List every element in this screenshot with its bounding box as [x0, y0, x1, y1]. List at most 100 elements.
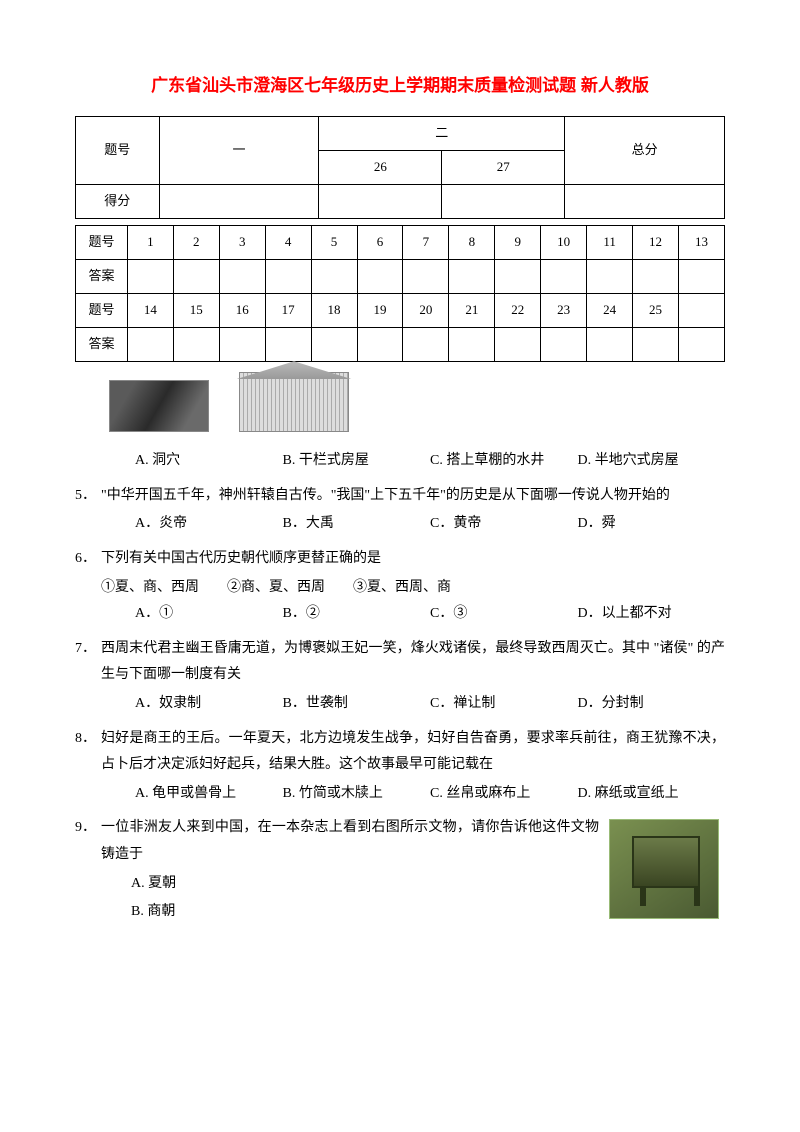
option-b: B. 竹简或木牍上 [283, 781, 431, 808]
qcell: 24 [587, 294, 633, 328]
qcell: 23 [541, 294, 587, 328]
qcell: 21 [449, 294, 495, 328]
acell [587, 328, 633, 362]
q5-text: "中华开国五千年，神州轩辕自古传。"我国"上下五千年"的历史是从下面哪一传说人物… [101, 483, 725, 510]
question-5: 5． "中华开国五千年，神州轩辕自古传。"我国"上下五千年"的历史是从下面哪一传… [75, 483, 725, 510]
row-label: 答案 [76, 328, 128, 362]
qcell: 20 [403, 294, 449, 328]
option-c: C．黄帝 [430, 511, 578, 538]
score-cell [442, 185, 565, 219]
option-b: B．② [283, 601, 431, 628]
qcell: 11 [587, 226, 633, 260]
acell [311, 260, 357, 294]
q9-text: 一位非洲友人来到中国，在一本杂志上看到右图所示文物，请你告诉他这件文物铸造于 [101, 815, 599, 868]
sub-26: 26 [319, 151, 442, 185]
acell [541, 328, 587, 362]
qcell: 9 [495, 226, 541, 260]
acell [127, 260, 173, 294]
option-c: C．禅让制 [430, 691, 578, 718]
row-label: 答案 [76, 260, 128, 294]
qcell: 3 [219, 226, 265, 260]
qcell [678, 294, 724, 328]
qcell: 16 [219, 294, 265, 328]
acell [311, 328, 357, 362]
q7-text: 西周末代君主幽王昏庸无道，为博褒姒王妃一笑，烽火戏诸侯，最终导致西周灭亡。其中 … [101, 636, 725, 689]
option-a: A. 洞穴 [135, 448, 283, 475]
qcell: 1 [127, 226, 173, 260]
qcell: 22 [495, 294, 541, 328]
stilt-house-image-icon [239, 372, 349, 432]
q8-options: A. 龟甲或兽骨上 B. 竹简或木牍上 C. 丝帛或麻布上 D. 麻纸或宣纸上 [135, 781, 725, 808]
q9-number: 9． [75, 815, 101, 868]
option-c: C．③ [430, 601, 578, 628]
score-cell [319, 185, 442, 219]
q6-number: 6． [75, 546, 101, 573]
score-label: 得分 [76, 185, 160, 219]
acell [219, 328, 265, 362]
acell [449, 328, 495, 362]
acell [403, 260, 449, 294]
qcell: 12 [633, 226, 679, 260]
section-two-header: 二 [319, 117, 565, 151]
option-a: A．炎帝 [135, 511, 283, 538]
option-d: D. 半地穴式房屋 [578, 448, 726, 475]
question-images [109, 372, 725, 432]
option-b: B．世袭制 [283, 691, 431, 718]
q7-number: 7． [75, 636, 101, 689]
q7-options: A．奴隶制 B．世袭制 C．禅让制 D．分封制 [135, 691, 725, 718]
acell [633, 260, 679, 294]
sub-27: 27 [442, 151, 565, 185]
qcell: 13 [678, 226, 724, 260]
row-label: 题号 [76, 294, 128, 328]
acell [265, 328, 311, 362]
q5-options: A．炎帝 B．大禹 C．黄帝 D．舜 [135, 511, 725, 538]
option-c: C. 搭上草棚的水井 [430, 448, 578, 475]
q8-number: 8． [75, 726, 101, 779]
qcell: 7 [403, 226, 449, 260]
option-a: A．① [135, 601, 283, 628]
question-8: 8． 妇好是商王的王后。一年夏天，北方边境发生战争，妇好自告奋勇，要求率兵前往，… [75, 726, 725, 779]
option-a: A. 龟甲或兽骨上 [135, 781, 283, 808]
acell [678, 260, 724, 294]
section-one-header: 一 [159, 117, 319, 185]
acell [357, 260, 403, 294]
acell [449, 260, 495, 294]
qcell: 4 [265, 226, 311, 260]
option-d: D．以上都不对 [578, 601, 726, 628]
qcell: 17 [265, 294, 311, 328]
cave-image-icon [109, 380, 209, 432]
answer-grid-table: 题号 1 2 3 4 5 6 7 8 9 10 11 12 13 答案 题号 1… [75, 225, 725, 362]
option-d: D. 麻纸或宣纸上 [578, 781, 726, 808]
acell [633, 328, 679, 362]
acell [403, 328, 449, 362]
acell [357, 328, 403, 362]
q4-options: A. 洞穴 B. 干栏式房屋 C. 搭上草棚的水井 D. 半地穴式房屋 [135, 448, 725, 475]
option-c: C. 丝帛或麻布上 [430, 781, 578, 808]
qcell: 10 [541, 226, 587, 260]
question-9: 9． 一位非洲友人来到中国，在一本杂志上看到右图所示文物，请你告诉他这件文物铸造… [75, 815, 599, 868]
acell [265, 260, 311, 294]
q8-text: 妇好是商王的王后。一年夏天，北方边境发生战争，妇好自告奋勇，要求率兵前往，商王犹… [101, 726, 725, 779]
qcell: 15 [173, 294, 219, 328]
question-7: 7． 西周末代君主幽王昏庸无道，为博褒姒王妃一笑，烽火戏诸侯，最终导致西周灭亡。… [75, 636, 725, 689]
acell [541, 260, 587, 294]
header-qnum: 题号 [76, 117, 160, 185]
acell [173, 260, 219, 294]
score-cell [565, 185, 725, 219]
acell [127, 328, 173, 362]
q6-text: 下列有关中国古代历史朝代顺序更替正确的是 [101, 546, 725, 573]
question-9-block: 9． 一位非洲友人来到中国，在一本杂志上看到右图所示文物，请你告诉他这件文物铸造… [75, 815, 725, 925]
qcell: 5 [311, 226, 357, 260]
qcell: 19 [357, 294, 403, 328]
qcell: 25 [633, 294, 679, 328]
q6-options: A．① B．② C．③ D．以上都不对 [135, 601, 725, 628]
row-label: 题号 [76, 226, 128, 260]
score-cell [159, 185, 319, 219]
acell [219, 260, 265, 294]
qcell: 2 [173, 226, 219, 260]
option-a: A．奴隶制 [135, 691, 283, 718]
document-title: 广东省汕头市澄海区七年级历史上学期期末质量检测试题 新人教版 [75, 70, 725, 102]
acell [678, 328, 724, 362]
score-summary-table: 题号 一 二 总分 26 27 得分 [75, 116, 725, 219]
question-6: 6． 下列有关中国古代历史朝代顺序更替正确的是 [75, 546, 725, 573]
